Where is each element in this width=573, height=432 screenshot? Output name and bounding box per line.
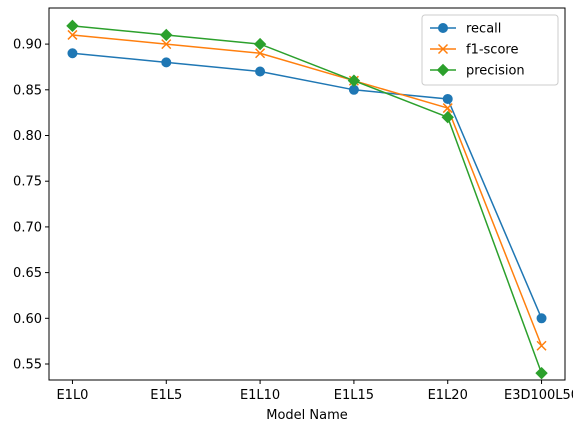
- data-point: [536, 340, 547, 351]
- legend-label: precision: [466, 64, 525, 79]
- series-line: [72, 25, 543, 374]
- y-axis: 0.55 0.60 0.65 0.70 0.75 0.80 0.85 0.90: [13, 38, 49, 373]
- legend: recall f1-score precision: [421, 14, 559, 86]
- data-point: [347, 74, 361, 87]
- y-tick-label: 0.65: [13, 266, 42, 281]
- y-tick-label: 0.90: [13, 38, 42, 53]
- data-point: [253, 37, 267, 51]
- legend-label: f1-score: [466, 43, 518, 58]
- legend-item: recall: [430, 22, 501, 37]
- legend-item: precision: [430, 64, 525, 79]
- data-point: [67, 29, 78, 40]
- x-tick-label: E1L0: [56, 388, 88, 403]
- y-tick-label: 0.70: [13, 220, 42, 235]
- legend-marker: [437, 43, 449, 55]
- data-point: [442, 93, 453, 104]
- series-layer: [66, 19, 548, 380]
- data-point: [442, 103, 453, 114]
- y-tick-label: 0.60: [13, 312, 42, 327]
- legend-marker: [436, 63, 450, 77]
- x-tick-label: E1L15: [334, 388, 374, 403]
- series-f1-score: [67, 29, 547, 351]
- series-line: [72, 52, 543, 319]
- plot-frame: [48, 7, 566, 381]
- data-point: [255, 48, 266, 59]
- data-point: [536, 313, 547, 324]
- series-precision: [66, 19, 548, 380]
- series-line: [72, 34, 543, 347]
- y-tick-label: 0.85: [13, 83, 42, 98]
- data-point: [535, 366, 548, 380]
- legend-box: [421, 14, 559, 86]
- data-point: [160, 28, 173, 42]
- data-point: [66, 19, 79, 33]
- legend-marker: [438, 23, 448, 33]
- data-point: [67, 48, 78, 59]
- data-point: [161, 39, 172, 50]
- data-point: [255, 66, 266, 77]
- legend-label: recall: [466, 22, 501, 37]
- x-axis-title: Model Name: [266, 408, 348, 423]
- x-tick-label: E3D100L50: [504, 388, 573, 403]
- y-tick-label: 0.75: [13, 175, 42, 190]
- x-axis: E1L0 E1L5 E1L10 E1L15 E1L20 E3D100L50: [56, 380, 573, 403]
- x-tick-label: E1L5: [150, 388, 182, 403]
- x-tick-label: E1L20: [428, 388, 468, 403]
- y-tick-label: 0.80: [13, 129, 42, 144]
- legend-item: f1-score: [430, 43, 518, 58]
- series-recall: [67, 48, 547, 324]
- x-tick-label: E1L10: [240, 388, 280, 403]
- data-point: [161, 57, 172, 68]
- data-point: [441, 111, 454, 124]
- y-tick-label: 0.55: [13, 358, 42, 373]
